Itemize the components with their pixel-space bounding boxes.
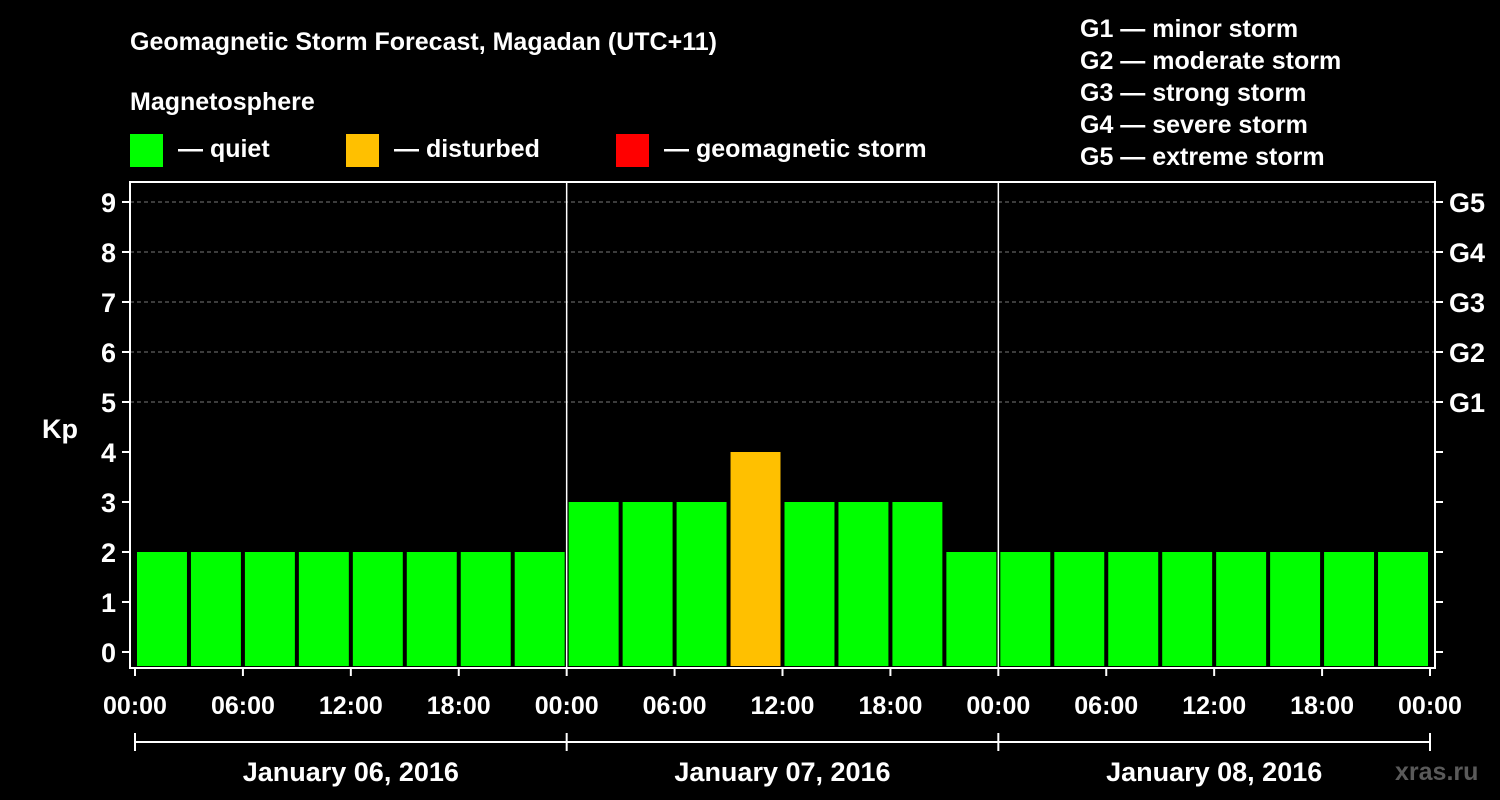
- chart-title: Geomagnetic Storm Forecast, Magadan (UTC…: [130, 28, 717, 56]
- kp-bar: [298, 552, 349, 666]
- watermark: xras.ru: [1395, 758, 1478, 786]
- kp-bar: [892, 502, 943, 666]
- kp-bar: [1162, 552, 1213, 666]
- g-scale-label: G4: [1449, 238, 1485, 268]
- kp-bar: [622, 502, 673, 666]
- kp-bar: [1270, 552, 1321, 666]
- y-tick-label: 2: [101, 538, 116, 568]
- x-tick-label: 00:00: [535, 692, 599, 720]
- x-tick-label: 12:00: [1182, 692, 1246, 720]
- kp-bar: [514, 552, 565, 666]
- x-tick-label: 00:00: [103, 692, 167, 720]
- storm-scale-g5: G5 — extreme storm: [1080, 143, 1325, 171]
- kp-bar: [946, 552, 997, 666]
- legend-swatch-disturbed: [346, 134, 379, 167]
- g-scale-label: G2: [1449, 338, 1485, 368]
- x-tick-label: 12:00: [751, 692, 815, 720]
- x-tick-label: 06:00: [211, 692, 275, 720]
- legend-swatch-quiet: [130, 134, 163, 167]
- kp-bar: [137, 552, 187, 666]
- kp-bar: [1216, 552, 1267, 666]
- y-tick-label: 5: [101, 388, 116, 418]
- x-tick-label: 06:00: [643, 692, 707, 720]
- day-label: January 08, 2016: [1106, 757, 1322, 787]
- kp-bar: [1108, 552, 1159, 666]
- kp-bar: [352, 552, 403, 666]
- kp-bar: [838, 502, 889, 666]
- y-tick-label: 0: [101, 638, 116, 668]
- legend-swatch-storm: [616, 134, 649, 167]
- x-tick-label: 00:00: [1398, 692, 1462, 720]
- kp-bar: [244, 552, 295, 666]
- y-tick-label: 9: [101, 188, 116, 218]
- kp-bar: [784, 502, 835, 666]
- g-scale-label: G3: [1449, 288, 1485, 318]
- day-label: January 07, 2016: [674, 757, 890, 787]
- storm-scale-g4: G4 — severe storm: [1080, 111, 1308, 139]
- kp-bar: [1378, 552, 1428, 666]
- kp-bar: [1324, 552, 1375, 666]
- y-tick-label: 4: [101, 438, 116, 468]
- x-tick-label: 00:00: [966, 692, 1030, 720]
- y-tick-label: 6: [101, 338, 116, 368]
- x-tick-label: 18:00: [1290, 692, 1354, 720]
- kp-bar: [460, 552, 511, 666]
- kp-bar: [190, 552, 241, 666]
- storm-scale-g1: G1 — minor storm: [1080, 15, 1298, 43]
- x-tick-label: 12:00: [319, 692, 383, 720]
- kp-bar: [1054, 552, 1105, 666]
- kp-bar: [406, 552, 457, 666]
- y-tick-label: 7: [101, 288, 116, 318]
- legend-label-quiet: — quiet: [178, 135, 270, 163]
- g-scale-label: G1: [1449, 388, 1485, 418]
- y-tick-label: 8: [101, 238, 116, 268]
- magnetosphere-heading: Magnetosphere: [130, 88, 315, 116]
- g-scale-label: G5: [1449, 188, 1485, 218]
- kp-bar: [730, 452, 781, 666]
- legend-label-disturbed: — disturbed: [394, 135, 540, 163]
- kp-bar: [676, 502, 727, 666]
- kp-bar: [1000, 552, 1051, 666]
- kp-bar: [568, 502, 619, 666]
- y-tick-label: 1: [101, 588, 116, 618]
- y-tick-label: 3: [101, 488, 116, 518]
- day-label: January 06, 2016: [243, 757, 459, 787]
- x-tick-label: 18:00: [427, 692, 491, 720]
- plot-area: 0 1 2 3 4 5 6 7 8 9 G1 G2 G3 G4 G5 00:00 06:00 12:00 18:00…: [101, 181, 1485, 787]
- storm-scale-g3: G3 — strong storm: [1080, 79, 1306, 107]
- storm-scale-g2: G2 — moderate storm: [1080, 47, 1341, 75]
- legend-label-storm: — geomagnetic storm: [664, 135, 927, 163]
- x-tick-label: 06:00: [1074, 692, 1138, 720]
- y-axis-label: Kp: [42, 414, 78, 444]
- x-tick-label: 18:00: [858, 692, 922, 720]
